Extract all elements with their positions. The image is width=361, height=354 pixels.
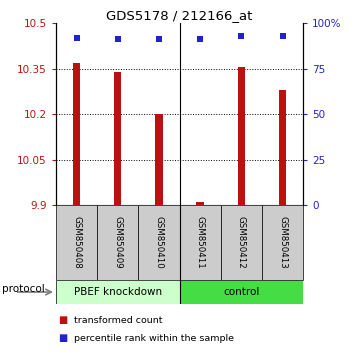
Point: [156, 36, 162, 42]
Bar: [114, 72, 122, 205]
Bar: [238, 67, 245, 205]
Text: ■: ■: [58, 315, 67, 325]
Bar: [97, 205, 138, 280]
Point: [74, 35, 79, 40]
Bar: [155, 114, 163, 205]
Text: transformed count: transformed count: [74, 316, 162, 325]
Bar: [180, 205, 221, 280]
Text: control: control: [223, 287, 260, 297]
Bar: [73, 63, 80, 205]
Bar: [279, 90, 286, 205]
Bar: [221, 205, 262, 280]
Text: PBEF knockdown: PBEF knockdown: [74, 287, 162, 297]
Bar: [138, 205, 180, 280]
Text: GSM850410: GSM850410: [155, 216, 164, 269]
Text: protocol: protocol: [2, 284, 44, 293]
Text: GSM850412: GSM850412: [237, 216, 246, 269]
Bar: [56, 205, 97, 280]
Point: [115, 36, 121, 42]
Text: GSM850408: GSM850408: [72, 216, 81, 269]
Title: GDS5178 / 212166_at: GDS5178 / 212166_at: [106, 9, 253, 22]
Bar: [196, 202, 204, 205]
Point: [197, 36, 203, 42]
Text: percentile rank within the sample: percentile rank within the sample: [74, 333, 234, 343]
Text: GSM850413: GSM850413: [278, 216, 287, 269]
Bar: [262, 205, 303, 280]
Point: [239, 33, 244, 39]
Text: ■: ■: [58, 333, 67, 343]
Bar: [56, 280, 180, 304]
Bar: [180, 280, 303, 304]
Point: [280, 33, 286, 39]
Text: GSM850411: GSM850411: [196, 216, 205, 269]
Text: GSM850409: GSM850409: [113, 216, 122, 269]
